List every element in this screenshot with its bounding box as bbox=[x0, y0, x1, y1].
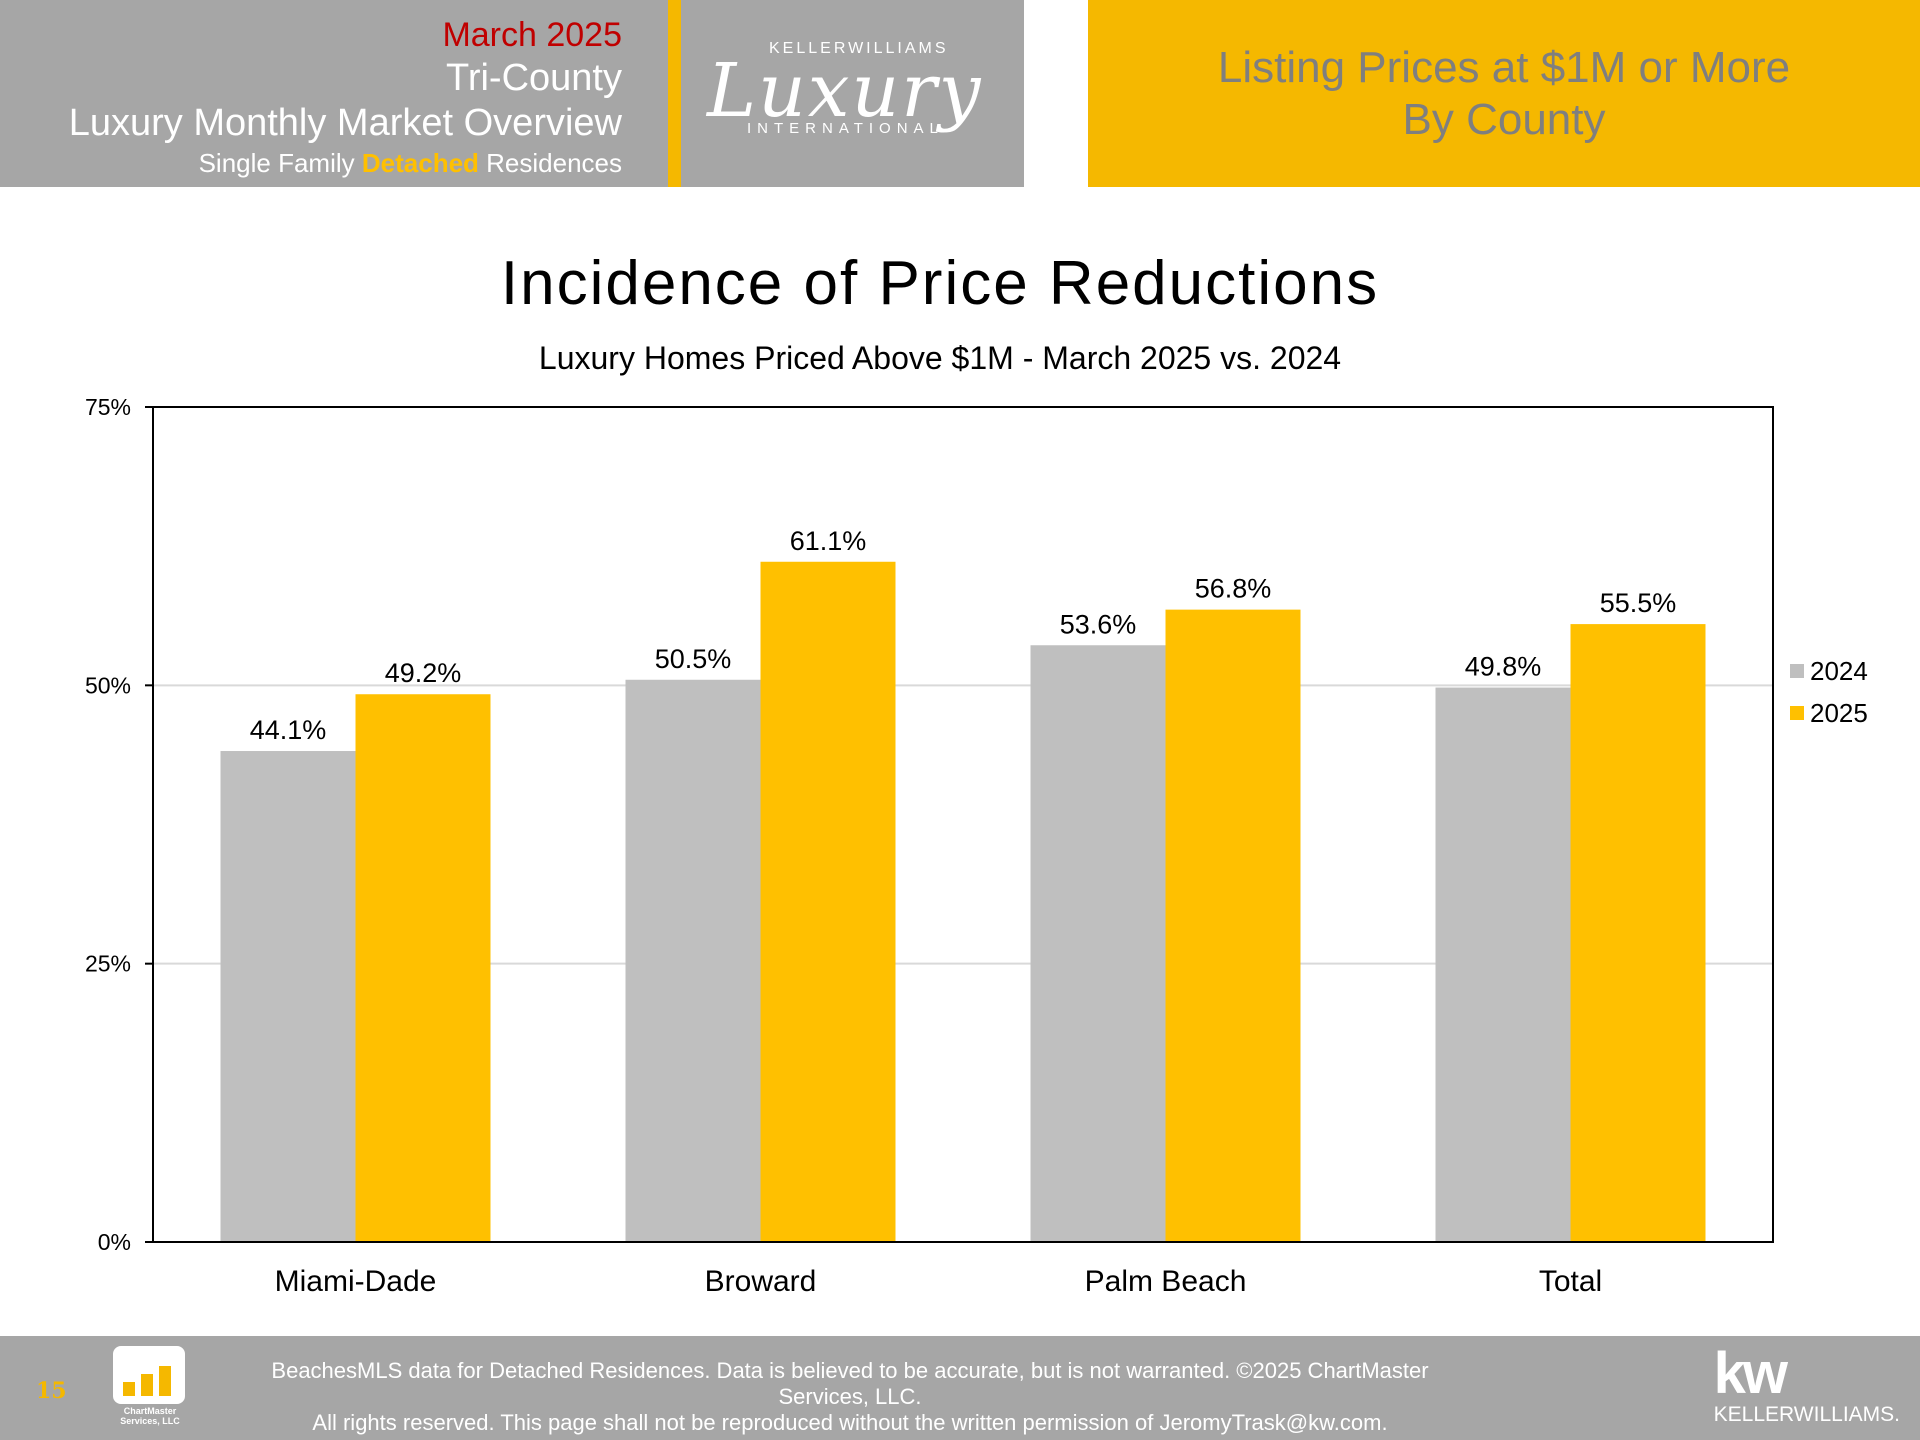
legend-swatch-2024 bbox=[1790, 664, 1804, 678]
y-tick-label: 25% bbox=[85, 951, 131, 977]
plot-frame bbox=[152, 406, 1774, 1243]
logo-bottom-text: INTERNATIONAL bbox=[747, 120, 944, 137]
bar-2024 bbox=[1030, 645, 1166, 1242]
kw-mark: kw bbox=[1713, 1341, 1788, 1406]
data-label: 50.5% bbox=[655, 644, 732, 674]
legend-label-2025: 2025 bbox=[1810, 697, 1868, 728]
data-label: 56.8% bbox=[1195, 574, 1272, 604]
bar-chart: 44.1% 49.2% Miami-Dade 50.5% 61.1% Broward 53.… bbox=[85, 394, 1774, 1298]
legend-label-2024: 2024 bbox=[1810, 655, 1868, 686]
report-month: March 2025 bbox=[442, 16, 622, 54]
y-tick-label: 75% bbox=[85, 394, 131, 420]
legend-item-2025: 2025 bbox=[1790, 692, 1868, 734]
x-tick-label: Palm Beach bbox=[1085, 1265, 1247, 1298]
report-type-suffix: Residences bbox=[478, 148, 622, 178]
chartmaster-logo-text: ChartMaster Services, LLC bbox=[120, 1406, 180, 1426]
data-label: 53.6% bbox=[1060, 609, 1137, 639]
disclaimer-line1: BeachesMLS data for Detached Residences.… bbox=[271, 1358, 1429, 1409]
data-label: 44.1% bbox=[250, 715, 327, 745]
data-label: 61.1% bbox=[790, 526, 867, 556]
header-panel: March 2025 Tri-County Luxury Monthly Mar… bbox=[0, 0, 668, 187]
bar-2024 bbox=[220, 751, 356, 1242]
bar-2025 bbox=[760, 561, 896, 1242]
bar-2025 bbox=[1165, 609, 1301, 1242]
section-title-line1: Listing Prices at $1M or More bbox=[1217, 42, 1791, 92]
report-type: Single Family Detached Residences bbox=[69, 146, 622, 180]
disclaimer: BeachesMLS data for Detached Residences.… bbox=[240, 1358, 1460, 1436]
logo-bar bbox=[159, 1366, 171, 1396]
legend-item-2024: 2024 bbox=[1790, 650, 1868, 692]
footer: 15 ChartMaster Services, LLC BeachesMLS … bbox=[0, 1336, 1920, 1440]
x-tick-label: Broward bbox=[705, 1265, 817, 1298]
x-tick-label: Total bbox=[1539, 1265, 1602, 1298]
chart-subtitle: Luxury Homes Priced Above $1M - March 20… bbox=[538, 340, 1342, 376]
page-number: 15 bbox=[36, 1378, 67, 1404]
kw-luxury-logo: KELLERWILLIAMS Luxury INTERNATIONAL bbox=[681, 0, 1024, 187]
chart-title: Incidence of Price Reductions bbox=[500, 249, 1380, 318]
chart-legend: 2024 2025 bbox=[1790, 650, 1868, 734]
legend-swatch-2025 bbox=[1790, 706, 1804, 720]
logo-bar bbox=[123, 1382, 135, 1396]
y-tick-label: 0% bbox=[98, 1229, 131, 1255]
report-type-accent: Detached bbox=[361, 148, 479, 178]
x-tick-label: Miami-Dade bbox=[275, 1265, 437, 1298]
logo-top-text: KELLERWILLIAMS bbox=[769, 40, 949, 57]
logo-script-text: Luxury bbox=[707, 48, 983, 134]
section-title-panel: Listing Prices at $1M or More By County bbox=[1088, 0, 1920, 187]
kw-name: KELLERWILLIAMS. bbox=[1713, 1403, 1900, 1426]
keller-williams-logo: kw KELLERWILLIAMS. bbox=[1713, 1341, 1900, 1428]
bar-2024 bbox=[625, 679, 761, 1242]
bar-2024 bbox=[1435, 687, 1571, 1242]
report-region: Tri-County bbox=[446, 57, 622, 99]
header-divider bbox=[668, 0, 681, 187]
y-tick-label: 50% bbox=[85, 672, 131, 698]
logo-bar bbox=[141, 1374, 153, 1396]
data-label: 49.2% bbox=[385, 658, 462, 688]
disclaimer-line2: All rights reserved. This page shall not… bbox=[312, 1410, 1388, 1435]
section-title-line2: By County bbox=[1402, 94, 1606, 144]
bar-2025 bbox=[355, 694, 491, 1242]
report-type-prefix: Single Family bbox=[198, 148, 362, 178]
data-label: 55.5% bbox=[1600, 588, 1677, 618]
bar-2025 bbox=[1570, 624, 1706, 1242]
chartmaster-logo bbox=[113, 1346, 185, 1404]
data-label: 49.8% bbox=[1465, 652, 1542, 682]
report-title: Luxury Monthly Market Overview bbox=[68, 102, 622, 144]
